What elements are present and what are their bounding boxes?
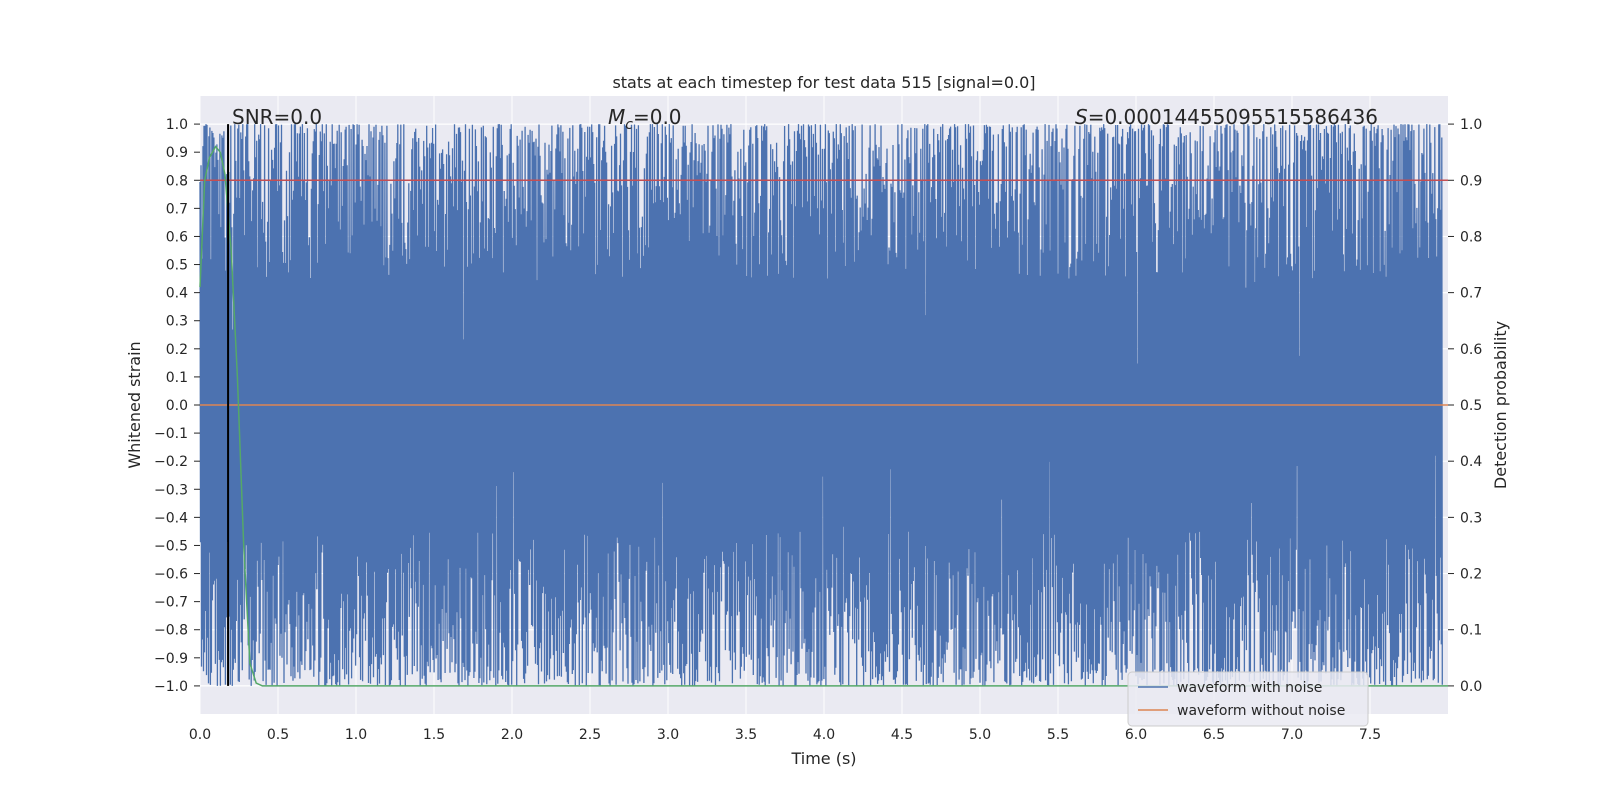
- y2-tick-label: 0.9: [1460, 173, 1482, 189]
- x-tick-label: 1.5: [423, 727, 445, 743]
- x-tick-label: 3.5: [735, 727, 757, 743]
- y-tick-label: 0.4: [166, 286, 188, 302]
- legend-label-noise: waveform with noise: [1177, 680, 1322, 696]
- y-tick-label: 0.8: [166, 173, 188, 189]
- x-tick-label: 1.0: [345, 727, 367, 743]
- series-waveform-with-noise: [199, 124, 1443, 686]
- x-axis-label: Time (s): [790, 749, 856, 768]
- x-tick-label: 2.5: [579, 727, 601, 743]
- x-tick-label: 0.5: [267, 727, 289, 743]
- y-tick-label: −0.1: [154, 426, 188, 442]
- x-tick-label: 7.0: [1281, 727, 1303, 743]
- y-tick-label: −0.7: [154, 595, 188, 611]
- y2-tick-label: 0.2: [1460, 567, 1482, 583]
- x-tick-label: 3.0: [657, 727, 679, 743]
- chirp-mass-symbol: M: [608, 105, 625, 129]
- x-tick-label: 4.5: [891, 727, 913, 743]
- s-value: =0.00014455095515586436: [1088, 105, 1378, 129]
- series-detection-probability: [199, 145, 1448, 687]
- y-tick-label: −0.8: [154, 623, 188, 639]
- y2-tick-label: 0.4: [1460, 454, 1482, 470]
- x-tick-label: 6.5: [1203, 727, 1225, 743]
- snr-annotation: SNR=0.0: [232, 105, 322, 129]
- y-tick-label: 0.2: [166, 342, 188, 358]
- legend-label-clean: waveform without noise: [1177, 703, 1345, 719]
- y-tick-label: −0.4: [154, 510, 188, 526]
- chirp-mass-subscript: c: [625, 117, 633, 133]
- y2-tick-label: 0.1: [1460, 623, 1482, 639]
- y2-tick-label: 1.0: [1460, 117, 1482, 133]
- chirp-mass-value: =0.0: [633, 105, 682, 129]
- s-annotation: S=0.00014455095515586436: [1075, 105, 1378, 129]
- y2-tick-label: 0.0: [1460, 679, 1482, 695]
- x-tick-label: 7.5: [1359, 727, 1381, 743]
- y-tick-label: −0.6: [154, 567, 188, 583]
- x-tick-label: 6.0: [1125, 727, 1147, 743]
- y-tick-label: 0.6: [166, 229, 188, 245]
- y-tick-label: 0.0: [166, 398, 188, 414]
- y2-tick-label: 0.7: [1460, 286, 1482, 302]
- y2-tick-label: 0.6: [1460, 342, 1482, 358]
- y-tick-label: 0.3: [166, 314, 188, 330]
- y-tick-label: 1.0: [166, 117, 188, 133]
- y2-tick-label: 0.8: [1460, 229, 1482, 245]
- s-symbol: S: [1075, 105, 1088, 129]
- x-tick-label: 0.0: [189, 727, 211, 743]
- y2-axis-label: Detection probability: [1491, 321, 1510, 489]
- y-tick-label: 0.5: [166, 258, 188, 274]
- y-tick-label: 0.7: [166, 201, 188, 217]
- y2-tick-label: 0.5: [1460, 398, 1482, 414]
- x-tick-label: 5.0: [969, 727, 991, 743]
- y-tick-label: −0.9: [154, 651, 188, 667]
- x-tick-label: 5.5: [1047, 727, 1069, 743]
- tick-labels: 0.0 0.5 1.0 1.5 2.0 2.5 3.0 3.5 4.0 4.5 5.0 5.5 6.0 6…: [154, 117, 1482, 743]
- noise-series: [199, 124, 1443, 686]
- legend-box: [1127, 671, 1369, 727]
- legend: waveform with noise waveform without noi…: [1127, 671, 1369, 727]
- y2-tick-label: 0.3: [1460, 510, 1482, 526]
- y-tick-label: 0.9: [166, 145, 188, 161]
- y-tick-label: −0.2: [154, 454, 188, 470]
- x-tick-label: 4.0: [813, 727, 835, 743]
- y-tick-label: −0.5: [154, 538, 188, 554]
- y-tick-label: −0.3: [154, 482, 188, 498]
- line-series: [199, 124, 1448, 687]
- chirp-mass-annotation: Mc=0.0: [608, 105, 682, 133]
- y-axis-label: Whitened strain: [125, 341, 144, 468]
- chart-title: stats at each timestep for test data 515…: [612, 73, 1035, 92]
- x-tick-label: 2.0: [501, 727, 523, 743]
- y-tick-label: −1.0: [154, 679, 188, 695]
- y-tick-label: 0.1: [166, 370, 188, 386]
